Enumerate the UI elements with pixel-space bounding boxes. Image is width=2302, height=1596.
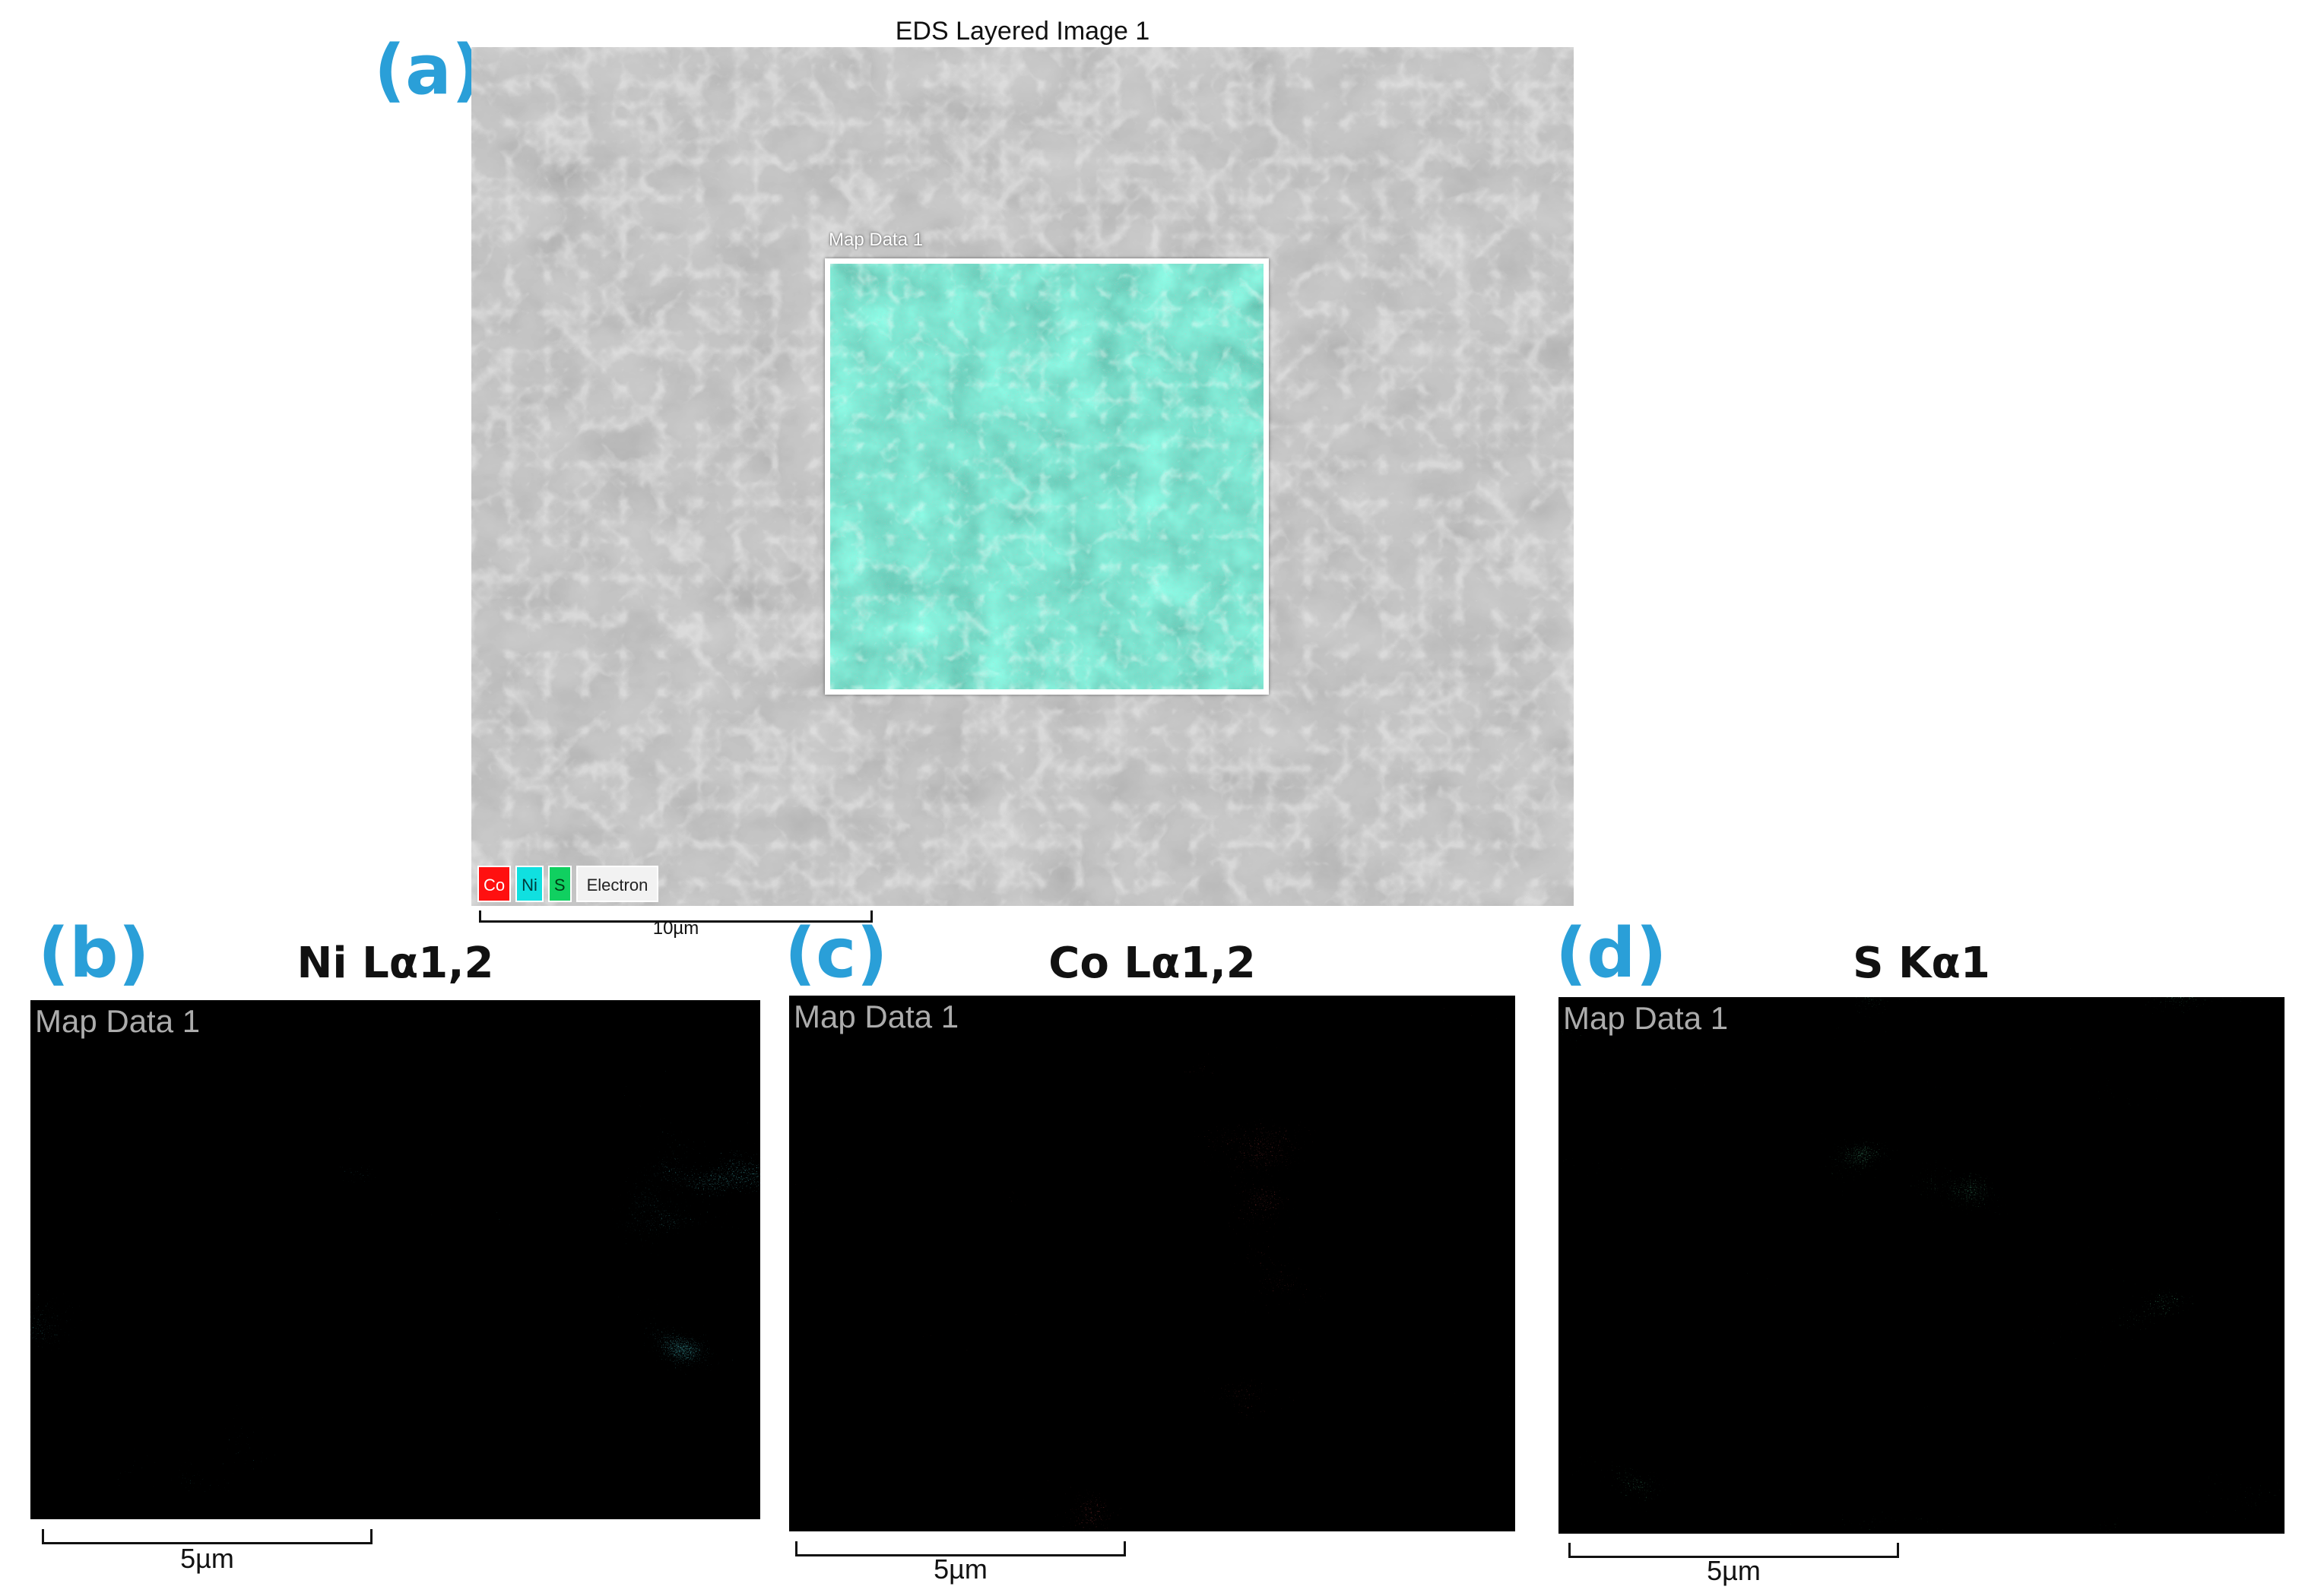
co-element-map: Map Data 1 bbox=[789, 996, 1515, 1531]
co-map-label: Map Data 1 bbox=[794, 999, 959, 1034]
panel-a-letter: (a) bbox=[374, 30, 483, 110]
legend-electron: Electron bbox=[576, 866, 659, 902]
sem-electron-image: Map Data 1 Co Ni bbox=[471, 47, 1574, 906]
scale-label-a: 10µm bbox=[652, 918, 699, 939]
panel-c-letter: (c) bbox=[785, 914, 888, 993]
scale-label-b: 5µm bbox=[180, 1543, 234, 1574]
ni-map-label: Map Data 1 bbox=[35, 1003, 201, 1039]
scale-bar-d bbox=[1568, 1543, 1899, 1558]
s-element-map: Map Data 1 bbox=[1558, 997, 2285, 1534]
scale-bar-c bbox=[795, 1541, 1126, 1556]
legend-co: Co bbox=[477, 866, 512, 902]
scale-label-c: 5µm bbox=[934, 1553, 988, 1585]
legend-ni: Ni bbox=[515, 866, 544, 902]
co-map-title: Co Lα1,2 bbox=[1048, 939, 1256, 988]
panel-d-letter: (d) bbox=[1555, 914, 1667, 993]
map-data-roi bbox=[825, 258, 1269, 695]
scale-bar-b bbox=[42, 1529, 373, 1544]
ni-map-title: Ni Lα1,2 bbox=[296, 939, 494, 988]
scale-label-d: 5µm bbox=[1707, 1555, 1761, 1586]
element-legend: Co Ni S Electron bbox=[477, 866, 659, 902]
panel-b-letter: (b) bbox=[38, 914, 150, 993]
legend-s: S bbox=[547, 866, 572, 902]
ni-element-map: Map Data 1 bbox=[30, 1000, 760, 1519]
roi-label: Map Data 1 bbox=[829, 230, 924, 250]
layered-image-title: EDS Layered Image 1 bbox=[895, 17, 1150, 46]
s-map-title: S Kα1 bbox=[1853, 939, 1990, 988]
scale-bar-a bbox=[479, 910, 873, 923]
s-map-label: Map Data 1 bbox=[1563, 1000, 1729, 1036]
